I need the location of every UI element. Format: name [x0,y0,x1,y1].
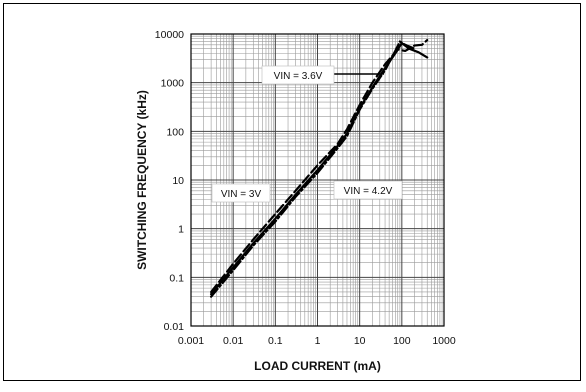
y-tick-label: 1000 [161,78,185,90]
callout-box [333,180,403,200]
y-tick-label: 0.1 [169,272,184,284]
y-tick-labels: 0.01 0.1 1 10 100 1000 10000 [155,29,184,333]
y-tick-label: 10 [172,175,184,187]
callout-layer: VIN = 3.6V VIN = 3V VIN = 4.2V [211,65,403,203]
plot-border [190,33,445,327]
x-tick-label: 0.01 [223,335,244,347]
series-line-3 [210,40,416,298]
y-tick-label: 0.01 [164,321,185,333]
x-axis-title: LOAD CURRENT (mA) [254,359,381,373]
callout-label: VIN = 3.6V [274,71,323,82]
callout-label: VIN = 4.2V [344,186,393,197]
x-tick-label: 0.1 [268,335,283,347]
x-tick-label: 0.001 [178,335,204,347]
series-layer [210,39,429,298]
y-tick-label: 10000 [155,29,184,41]
callout-box [211,183,271,203]
y-tick-label: 1 [178,224,184,236]
figure-frame [3,3,581,381]
x-tick-label: 1 [315,335,321,347]
x-tick-labels: 0.001 0.01 0.1 1 10 100 1000 [178,335,456,347]
y-axis-title: SWITCHING FREQUENCY (kHz) [135,90,149,270]
x-tick-label: 1000 [432,335,456,347]
series-line-2 [210,39,429,294]
y-tick-label: 100 [166,126,184,138]
callout-label: VIN = 3V [221,189,262,200]
callout-box [261,65,335,85]
x-tick-label: 10 [354,335,366,347]
x-tick-label: 100 [393,335,411,347]
